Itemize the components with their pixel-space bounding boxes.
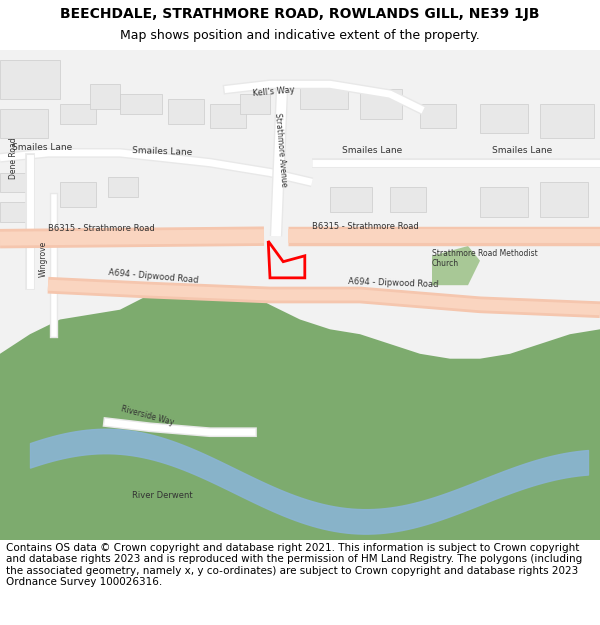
Text: River Derwent: River Derwent [132, 491, 193, 501]
Bar [330, 188, 372, 212]
Text: Smailes Lane: Smailes Lane [132, 146, 193, 158]
Bar [168, 99, 204, 124]
Text: BEECHDALE, STRATHMORE ROAD, ROWLANDS GILL, NE39 1JB: BEECHDALE, STRATHMORE ROAD, ROWLANDS GIL… [60, 7, 540, 21]
Bar [420, 104, 456, 128]
Text: Riverside Way: Riverside Way [120, 404, 175, 427]
Text: B6315 - Strathmore Road: B6315 - Strathmore Road [312, 222, 419, 231]
Text: Strathmore Avenue: Strathmore Avenue [273, 112, 289, 187]
Text: Smailes Lane: Smailes Lane [12, 144, 72, 152]
Text: B6315 - Strathmore Road: B6315 - Strathmore Road [48, 224, 155, 233]
Bar [108, 177, 138, 197]
Bar [0, 202, 30, 221]
Bar [0, 173, 30, 192]
Polygon shape [432, 246, 480, 285]
Bar [390, 188, 426, 212]
Polygon shape [0, 285, 600, 540]
Polygon shape [0, 393, 600, 540]
Bar [210, 104, 246, 128]
Bar [540, 182, 588, 217]
Bar [90, 84, 120, 109]
Bar [0, 109, 48, 138]
Bar [480, 188, 528, 217]
Bar [120, 94, 162, 114]
Bar [480, 104, 528, 133]
Text: Kell's Way: Kell's Way [252, 85, 295, 98]
Text: Strathmore Road Methodist
Church: Strathmore Road Methodist Church [432, 249, 538, 268]
Bar [300, 84, 348, 109]
Bar [60, 104, 96, 124]
Text: A694 - Dipwood Road: A694 - Dipwood Road [348, 278, 439, 289]
Bar [0, 60, 60, 99]
Text: Dene Road: Dene Road [9, 138, 18, 179]
Text: A694 - Dipwood Road: A694 - Dipwood Road [108, 268, 199, 285]
Bar [60, 182, 96, 207]
Bar [360, 89, 402, 119]
Text: Map shows position and indicative extent of the property.: Map shows position and indicative extent… [120, 29, 480, 42]
Bar [540, 104, 594, 138]
Text: Contains OS data © Crown copyright and database right 2021. This information is : Contains OS data © Crown copyright and d… [6, 542, 582, 588]
Text: Smailes Lane: Smailes Lane [492, 146, 552, 155]
Bar [240, 94, 270, 114]
Text: Wingrove: Wingrove [39, 241, 48, 278]
Text: Smailes Lane: Smailes Lane [342, 146, 402, 155]
